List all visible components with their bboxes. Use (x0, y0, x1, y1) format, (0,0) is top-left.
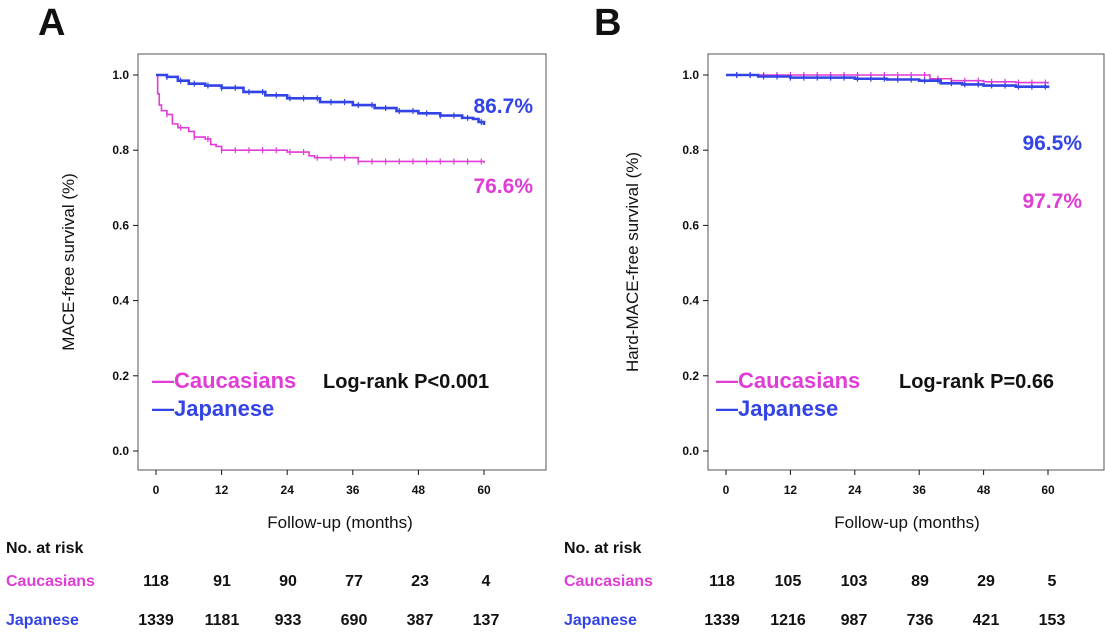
survival-curve-caucasians (156, 74, 485, 163)
y-tick-label: 0.0 (112, 444, 129, 458)
risk-row-label: Japanese (564, 612, 637, 629)
x-tick-label: 24 (848, 483, 862, 497)
legend-item-japanese: —Japanese (716, 396, 838, 421)
risk-count: 89 (911, 573, 929, 590)
x-axis-title: Follow-up (months) (267, 513, 413, 532)
risk-count: 1339 (704, 612, 740, 629)
log-rank-annotation: Log-rank P<0.001 (323, 371, 489, 393)
risk-count: 23 (411, 573, 429, 590)
x-tick-label: 36 (346, 483, 360, 497)
risk-count: 1339 (138, 612, 174, 629)
final-survival-label-japanese: 86.7% (473, 95, 533, 118)
y-tick-label: 0.2 (682, 369, 699, 383)
risk-count: 1181 (204, 612, 240, 629)
risk-count: 118 (143, 573, 169, 590)
risk-count: 103 (840, 573, 868, 590)
x-tick-label: 48 (977, 483, 991, 497)
y-tick-label: 0.8 (682, 143, 699, 157)
risk-count: 137 (472, 612, 500, 629)
y-tick-label: 1.0 (112, 68, 129, 82)
y-tick-label: 0.0 (682, 444, 699, 458)
final-survival-label-caucasians: 97.7% (1022, 190, 1082, 213)
risk-row-label: Japanese (6, 612, 79, 629)
risk-count: 105 (774, 573, 802, 590)
risk-count: 77 (345, 573, 363, 590)
plot-frame (137, 53, 547, 471)
risk-count: 421 (972, 612, 1000, 629)
panel-b: B 0.0 0.2 0.4 0.6 0.8 1.0 0 12 24 36 48 60 Hard-MACE… (552, 0, 1105, 636)
plot-frame (707, 53, 1105, 471)
x-tick-label: 60 (1041, 483, 1055, 497)
final-survival-label-japanese: 96.5% (1022, 132, 1082, 155)
risk-count: 5 (1047, 573, 1057, 590)
panel-label-b: B (594, 2, 622, 44)
y-tick-label: 1.0 (682, 68, 699, 82)
risk-count: 90 (279, 573, 297, 590)
risk-row-label: Caucasians (564, 573, 653, 590)
y-tick-label: 0.6 (682, 218, 699, 232)
panel-label-a: A (38, 2, 66, 44)
risk-count: 1216 (770, 612, 806, 629)
x-tick-label: 60 (477, 483, 491, 497)
y-tick-label: 0.8 (112, 143, 129, 157)
risk-count: 153 (1038, 612, 1066, 629)
y-tick-label: 0.4 (682, 294, 699, 308)
risk-count: 387 (406, 612, 434, 629)
risk-count: 29 (977, 573, 995, 590)
x-tick-label: 48 (412, 483, 426, 497)
x-tick-label: 12 (784, 483, 798, 497)
risk-count: 690 (340, 612, 368, 629)
legend-item-caucasians: —Caucasians (716, 368, 860, 393)
panel-a: A 0.0 0.2 0.4 0.6 0.8 1.0 0 12 24 36 48 60 MACE-free… (0, 0, 552, 636)
log-rank-annotation: Log-rank P=0.66 (899, 371, 1054, 393)
risk-count: 4 (481, 573, 491, 590)
risk-count: 933 (274, 612, 302, 629)
risk-row-label: Caucasians (6, 573, 95, 590)
y-tick-label: 0.6 (112, 218, 129, 232)
legend-item-japanese: —Japanese (152, 396, 274, 421)
legend-item-caucasians: —Caucasians (152, 368, 296, 393)
y-tick-label: 0.2 (112, 369, 129, 383)
x-axis-title: Follow-up (months) (834, 513, 980, 532)
risk-count: 987 (840, 612, 868, 629)
risk-count: 736 (906, 612, 934, 629)
risk-table-title-b: No. at risk (564, 540, 642, 557)
x-tick-label: 24 (281, 483, 295, 497)
x-tick-label: 36 (913, 483, 927, 497)
final-survival-label-caucasians: 76.6% (473, 175, 533, 198)
risk-count: 91 (213, 573, 231, 590)
y-tick-label: 0.4 (112, 294, 129, 308)
km-plot-b: 0.0 0.2 0.4 0.6 0.8 1.0 0 12 24 36 48 60 Hard-MACE-f… (623, 53, 1105, 532)
y-axis-title: Hard-MACE-free survival (%) (623, 152, 642, 372)
survival-curve-japanese (156, 73, 486, 126)
x-tick-label: 12 (215, 483, 229, 497)
x-tick-label: 0 (153, 483, 160, 497)
risk-table-title-a: No. at risk (6, 540, 84, 557)
y-axis-title: MACE-free survival (%) (59, 173, 78, 351)
km-plot-a: 0.0 0.2 0.4 0.6 0.8 1.0 0 12 24 36 48 60 MACE-free s… (59, 53, 547, 532)
x-tick-label: 0 (723, 483, 730, 497)
risk-count: 118 (709, 573, 735, 590)
